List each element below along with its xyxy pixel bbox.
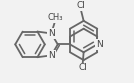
Text: N: N: [96, 40, 103, 49]
Text: N: N: [48, 29, 55, 38]
Text: CH₃: CH₃: [47, 13, 63, 22]
Text: Cl: Cl: [78, 63, 87, 72]
Text: N: N: [48, 51, 55, 60]
Text: Cl: Cl: [76, 1, 85, 10]
